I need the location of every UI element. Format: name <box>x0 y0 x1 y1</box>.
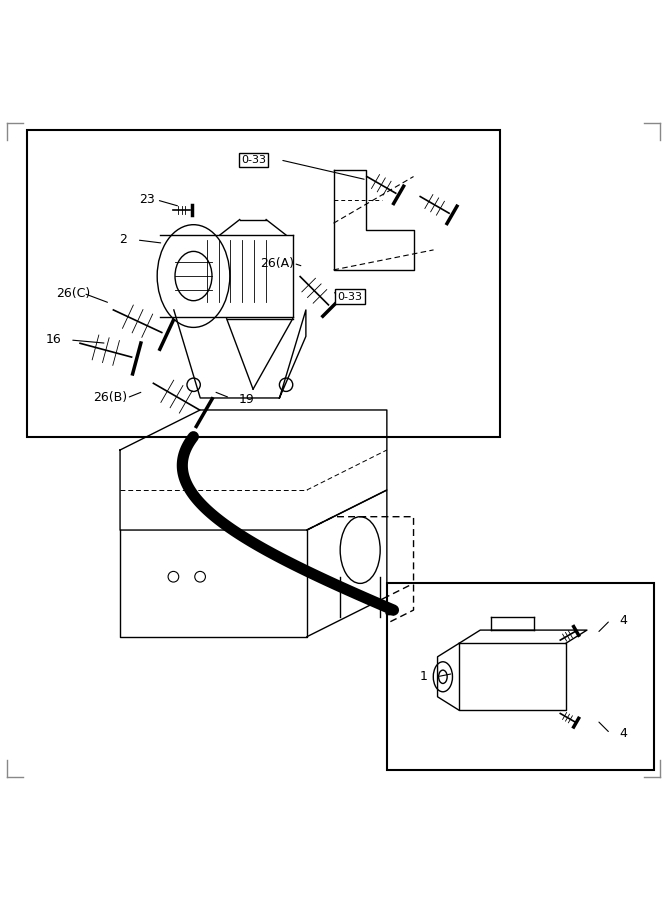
Text: 23: 23 <box>139 194 155 206</box>
Text: 4: 4 <box>620 614 628 626</box>
Bar <box>387 583 654 770</box>
Bar <box>27 130 500 436</box>
Text: 26(B): 26(B) <box>93 392 127 404</box>
Text: 19: 19 <box>239 393 255 407</box>
Text: 2: 2 <box>119 233 127 247</box>
Text: 4: 4 <box>620 727 628 740</box>
Text: 26(C): 26(C) <box>56 287 91 300</box>
Text: 0-33: 0-33 <box>241 155 266 165</box>
Text: 0-33: 0-33 <box>338 292 363 302</box>
Text: 1: 1 <box>420 670 428 683</box>
Text: 26(A): 26(A) <box>260 256 293 270</box>
Text: 16: 16 <box>45 333 61 346</box>
